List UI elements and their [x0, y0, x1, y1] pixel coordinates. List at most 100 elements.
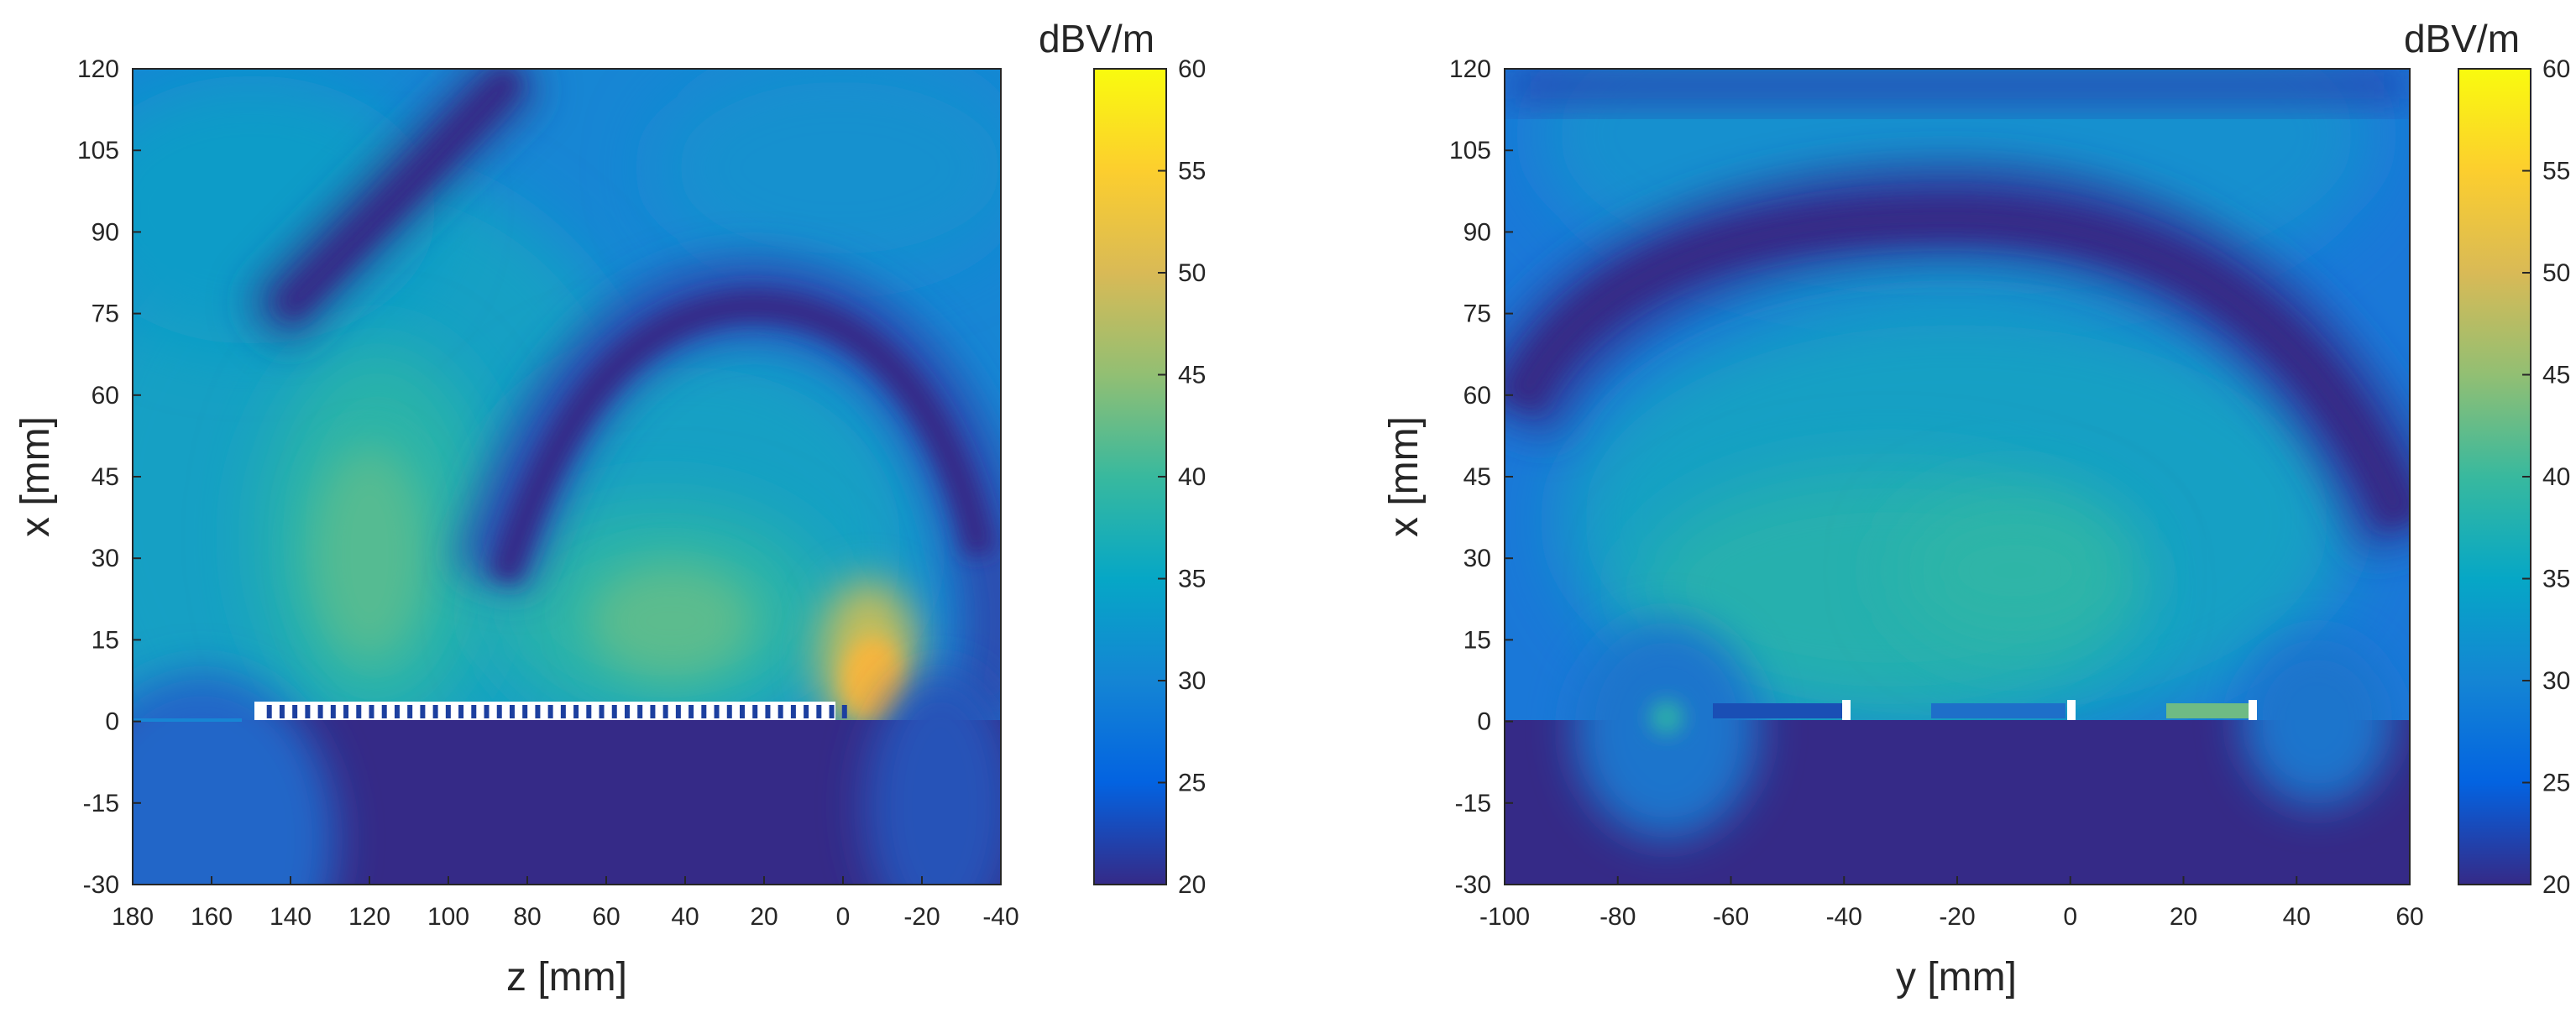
y-tick-label: 0: [1477, 708, 1491, 736]
y-tick-label: 60: [1463, 382, 1491, 410]
colorbar-tick-label: 60: [1178, 55, 1206, 83]
colorbar-tick-label: 40: [1178, 463, 1206, 491]
colorbar-tick-label: 35: [1178, 566, 1206, 593]
y-tick-label: 105: [77, 137, 119, 164]
colorbar-tick-label: 55: [1178, 158, 1206, 185]
colorbar-label-1: dBV/m: [1039, 17, 1154, 60]
colorbar-tick-label: 50: [2542, 259, 2570, 287]
slot: [305, 705, 311, 718]
slot: [841, 705, 847, 718]
x-ticks-1: 180 160 140 120 100 80 60 40 20 0 -20 -40: [112, 876, 1019, 931]
slot: [829, 705, 835, 718]
y-tick-label: 30: [1463, 545, 1491, 572]
x-tick-label: 140: [270, 903, 312, 931]
x-tick-label: 80: [513, 903, 541, 931]
slot: [701, 705, 707, 718]
x-axis-label-1: z [mm]: [506, 955, 627, 1000]
colorbar-tick-label: 35: [2542, 566, 2570, 593]
colorbar-tick-label: 55: [2542, 158, 2570, 185]
slot: [675, 705, 681, 718]
x-tick-label: 120: [348, 903, 390, 931]
x-axis-label-2: y [mm]: [1896, 955, 2017, 1000]
colorbar-tick-label: 45: [1178, 362, 1206, 389]
heatmap-2: [1505, 69, 2410, 885]
colorbar-tick-label: 20: [1178, 871, 1206, 899]
slot: [560, 705, 566, 718]
x-tick-label: -40: [982, 903, 1018, 931]
y-tick-label: 120: [77, 55, 119, 83]
slot: [689, 705, 694, 718]
x-tick-label: 0: [836, 903, 851, 931]
slot: [816, 705, 822, 718]
x-tick-label: -60: [1713, 903, 1749, 931]
slot: [279, 705, 285, 718]
panel-1: 180 160 140 120 100 80 60 40 20 0 -20 -40 -30 -15 0 15…: [13, 17, 1206, 1000]
slot: [445, 705, 451, 718]
slot: [330, 705, 336, 718]
y-tick-label: 0: [105, 708, 119, 736]
y-axis-label-1: x [mm]: [13, 416, 58, 537]
slot: [599, 705, 605, 718]
slot: [522, 705, 528, 718]
x-tick-label: 20: [2170, 903, 2197, 931]
x-ticks-2: -100 -80 -60 -40 -20 0 20 40 60: [1479, 876, 2424, 931]
slot: [292, 705, 298, 718]
y-tick-label: 60: [92, 382, 119, 410]
colorbar-label-2: dBV/m: [2404, 17, 2520, 60]
slot: [381, 705, 387, 718]
slot: [317, 705, 323, 718]
x-tick-label: 40: [2283, 903, 2311, 931]
colorbar-tick-label: 30: [1178, 667, 1206, 695]
y-tick-label: 120: [1449, 55, 1491, 83]
colorbar-ticks-1: 20 25 30 35 40 45 50 55 60: [1158, 55, 1206, 899]
colorbar-tick-label: 25: [2542, 770, 2570, 797]
y-tick-label: -15: [1455, 790, 1491, 817]
slot: [432, 705, 438, 718]
slot: [662, 705, 668, 718]
slot: [714, 705, 720, 718]
y-tick-label: -15: [83, 790, 119, 817]
x-tick-label: 180: [112, 903, 154, 931]
slot: [407, 705, 413, 718]
slot: [471, 705, 477, 718]
heatmap-1: [133, 69, 1001, 885]
x-tick-label: -20: [1939, 903, 1975, 931]
slot: [804, 705, 809, 718]
colorbar-1: [1093, 68, 1167, 885]
slot: [356, 705, 362, 718]
x-tick-label: 20: [750, 903, 778, 931]
y-tick-label: 90: [92, 218, 119, 246]
structure-1: [254, 702, 847, 720]
slot: [611, 705, 617, 718]
y-tick-label: 90: [1463, 218, 1491, 246]
y-axis-label-2: x [mm]: [1382, 416, 1427, 537]
colorbar-tick-label: 45: [2542, 362, 2570, 389]
slot: [496, 705, 502, 718]
slot: [266, 705, 272, 718]
slot: [369, 705, 374, 718]
colorbar-tick-label: 40: [2542, 463, 2570, 491]
slot: [586, 705, 592, 718]
colorbar-tick-label: 60: [2542, 55, 2570, 83]
slot: [458, 705, 464, 718]
slot: [765, 705, 771, 718]
y-tick-label: 45: [92, 463, 119, 491]
slot: [420, 705, 426, 718]
y-tick-label: 105: [1449, 137, 1491, 164]
x-tick-label: 40: [671, 903, 699, 931]
x-tick-label: 100: [427, 903, 469, 931]
y-tick-label: 15: [1463, 626, 1491, 654]
slot: [484, 705, 490, 718]
y-ticks-2: -30 -15 0 15 30 45 60 75 90 105 120: [1449, 55, 1513, 899]
slot: [343, 705, 349, 718]
slot: [790, 705, 796, 718]
colorbar-2: [2458, 68, 2531, 885]
y-tick-label: 75: [1463, 300, 1491, 328]
y-tick-label: 75: [92, 300, 119, 328]
slot: [778, 705, 783, 718]
x-tick-label: -100: [1479, 903, 1530, 931]
slot: [547, 705, 553, 718]
x-tick-label: 0: [2063, 903, 2077, 931]
panel-2: -100 -80 -60 -40 -20 0 20 40 60 -30 -15 0 15 30 45 60 7…: [1382, 17, 2570, 1000]
